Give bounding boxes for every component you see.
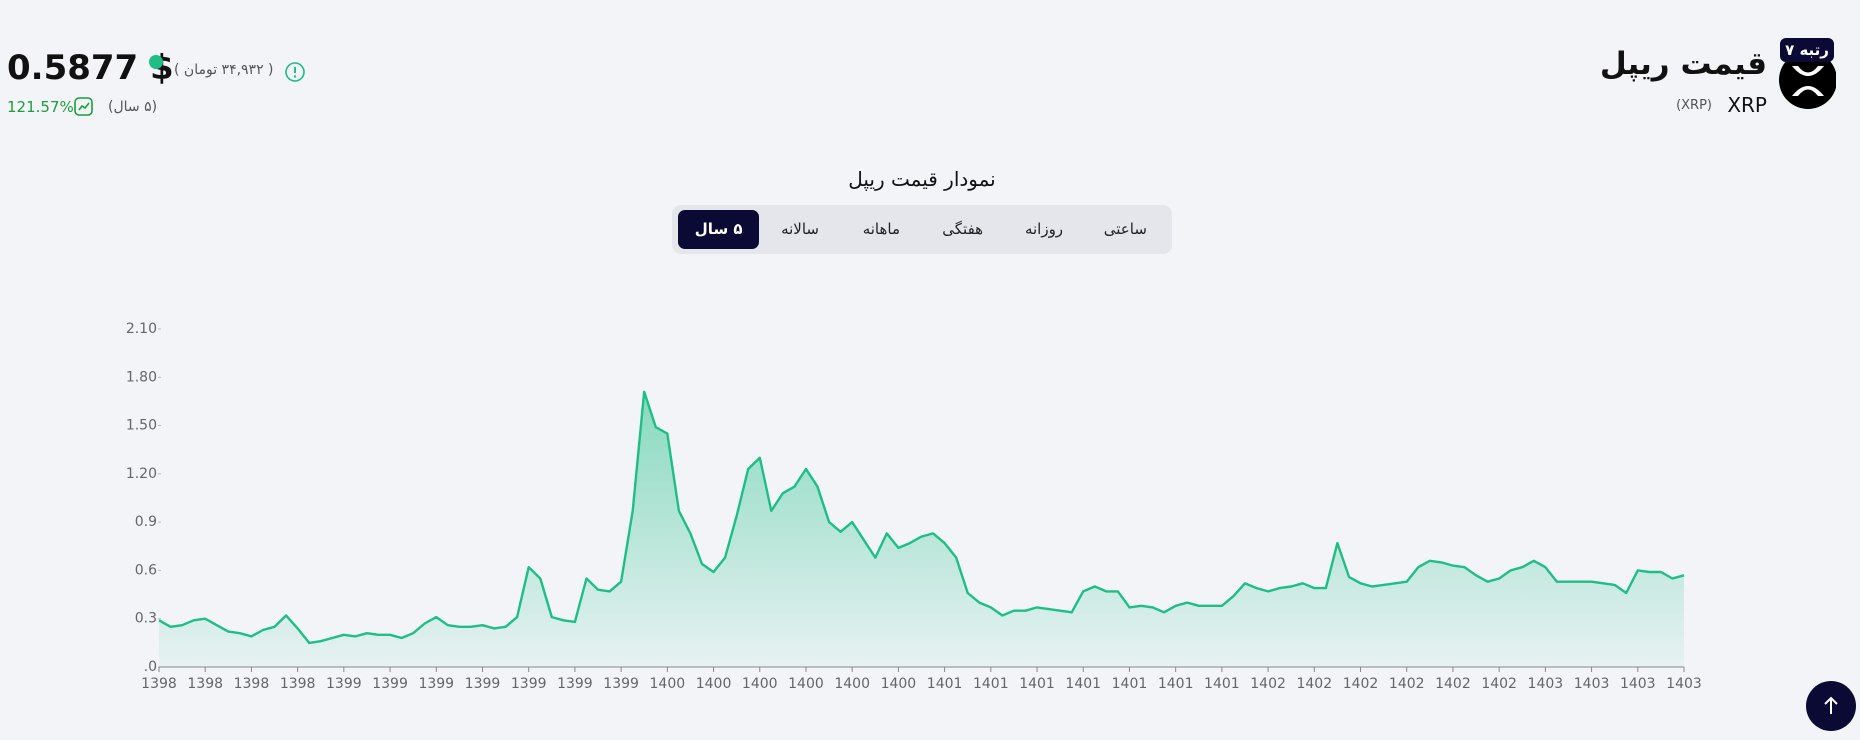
x-tick-label: 1402 bbox=[1343, 676, 1379, 692]
x-tick-label: 1403 bbox=[1666, 676, 1702, 692]
coin-symbol-paren: (XRP) bbox=[1676, 98, 1712, 113]
coin-logo: رتبه ۷ bbox=[1779, 38, 1836, 109]
x-tick-label: 1402 bbox=[1389, 676, 1425, 692]
x-tick-label: 1400 bbox=[650, 676, 686, 692]
x-tick-label: 1398 bbox=[234, 676, 270, 692]
y-tick-label: 1.50 bbox=[126, 418, 157, 434]
x-tick-label: 1403 bbox=[1620, 676, 1656, 692]
info-icon[interactable] bbox=[284, 61, 306, 83]
chart-title: نمودار قیمت ریپل bbox=[848, 167, 996, 191]
x-tick-label: 1401 bbox=[1019, 676, 1055, 692]
x-tick-label: 1401 bbox=[1065, 676, 1101, 692]
rank-badge bbox=[1780, 38, 1834, 62]
period-tab[interactable]: روزانه bbox=[1024, 220, 1064, 238]
x-tick-label: 1399 bbox=[326, 676, 362, 692]
x-tick-label: 1401 bbox=[927, 676, 963, 692]
x-tick-label: 1398 bbox=[141, 676, 177, 692]
x-tick-label: 1403 bbox=[1574, 676, 1610, 692]
x-tick-label: 1400 bbox=[742, 676, 778, 692]
x-tick-label: 1400 bbox=[881, 676, 917, 692]
x-tick-label: 1399 bbox=[418, 676, 454, 692]
x-tick-label: 1400 bbox=[834, 676, 870, 692]
coin-title: قیمت ریپل bbox=[1599, 46, 1767, 82]
toman-price: ( ۳۴,۹۳۲ تومان ) bbox=[174, 62, 274, 78]
x-tick-label: 1400 bbox=[696, 676, 732, 692]
x-tick-label: 1402 bbox=[1481, 676, 1517, 692]
x-tick-label: 1398 bbox=[187, 676, 223, 692]
rank-text: رتبه ۷ bbox=[1785, 41, 1829, 59]
x-tick-label: 1402 bbox=[1435, 676, 1471, 692]
price-change: 121.57% bbox=[7, 98, 74, 116]
x-tick-label: 1398 bbox=[280, 676, 316, 692]
y-tick-label: .0 bbox=[144, 659, 157, 675]
x-tick-label: 1401 bbox=[1204, 676, 1240, 692]
live-dot bbox=[149, 55, 163, 69]
period-tab[interactable]: ماهانه bbox=[862, 220, 900, 238]
y-tick-label: 0.6 bbox=[135, 562, 157, 578]
period-tabs: ساعتی روزانه هفتگی ماهانه سالانه ۵ سال bbox=[672, 205, 1172, 254]
x-tick-label: 1399 bbox=[557, 676, 593, 692]
x-tick-label: 1401 bbox=[1112, 676, 1148, 692]
logo-mark bbox=[1792, 66, 1824, 96]
period-tab[interactable]: ۵ سال bbox=[678, 210, 760, 249]
x-tick-label: 1399 bbox=[511, 676, 547, 692]
x-tick-label: 1399 bbox=[372, 676, 408, 692]
y-tick-label: 1.20 bbox=[126, 466, 157, 482]
x-tick-label: 1399 bbox=[603, 676, 639, 692]
x-tick-label: 1401 bbox=[1158, 676, 1194, 692]
change-period: (۵ سال) bbox=[108, 99, 158, 115]
x-tick-label: 1402 bbox=[1250, 676, 1286, 692]
x-tick-label: 1400 bbox=[788, 676, 824, 692]
coin-symbol: XRP bbox=[1727, 93, 1767, 117]
x-tick-label: 1403 bbox=[1528, 676, 1564, 692]
x-tick-label: 1401 bbox=[973, 676, 1009, 692]
usd-price: 0.5877 $ bbox=[7, 48, 174, 88]
y-tick-label: 0.9 bbox=[135, 514, 157, 530]
y-tick-label: 2.10 bbox=[126, 321, 157, 337]
y-tick-label: 0.3 bbox=[135, 611, 157, 627]
price-line bbox=[158, 390, 1685, 645]
period-tab[interactable]: هفتگی bbox=[942, 220, 984, 238]
period-tab[interactable]: سالانه bbox=[781, 220, 819, 238]
scroll-top-button[interactable] bbox=[1806, 681, 1856, 731]
x-tick-label: 1399 bbox=[465, 676, 501, 692]
x-tick-label: 1402 bbox=[1296, 676, 1332, 692]
trend-icon bbox=[74, 97, 93, 116]
y-tick-label: 1.80 bbox=[126, 369, 157, 385]
period-tab[interactable]: ساعتی bbox=[1103, 220, 1147, 238]
price-area bbox=[159, 391, 1684, 667]
